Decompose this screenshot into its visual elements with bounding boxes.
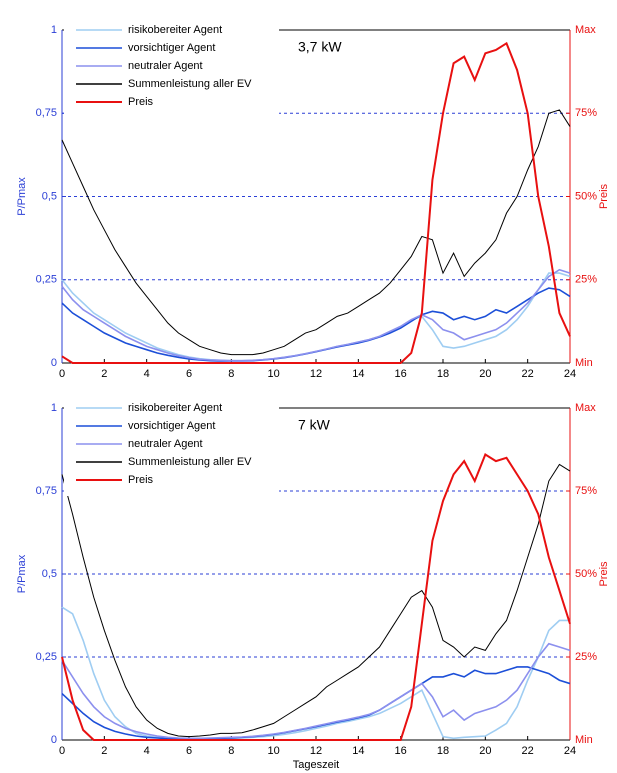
annotation: 7 kW bbox=[298, 417, 331, 433]
x-tick-label: 12 bbox=[310, 368, 322, 380]
x-tick-label: 4 bbox=[144, 745, 150, 757]
legend-label: vorsichtiger Agent bbox=[128, 42, 215, 54]
y-tick-label: 0,5 bbox=[42, 190, 57, 202]
series-line bbox=[61, 268, 571, 362]
x-tick-label: 20 bbox=[479, 368, 491, 380]
y-axis-label: P/Pmax bbox=[16, 177, 28, 216]
x-tick-label: 0 bbox=[59, 368, 65, 380]
legend-label: neutraler Agent bbox=[128, 438, 203, 450]
legend-label: risikobereiter Agent bbox=[128, 24, 222, 36]
x-tick-label: 22 bbox=[522, 368, 534, 380]
x-tick-label: 14 bbox=[352, 368, 364, 380]
legend-label: neutraler Agent bbox=[128, 60, 203, 72]
series-line bbox=[61, 606, 570, 740]
series-line bbox=[61, 109, 571, 356]
y2-axis-label: Preis bbox=[598, 183, 610, 209]
legend-label: Summenleistung aller EV bbox=[128, 456, 252, 468]
series-line bbox=[61, 463, 571, 738]
x-tick-label: 18 bbox=[437, 368, 449, 380]
legend-label: Preis bbox=[128, 474, 154, 486]
y-tick-label: 1 bbox=[51, 24, 57, 36]
x-tick-label: 2 bbox=[101, 368, 107, 380]
y-tick-label: 0 bbox=[51, 357, 57, 369]
x-tick-label: 8 bbox=[228, 368, 234, 380]
x-tick-label: 8 bbox=[228, 745, 234, 757]
x-tick-label: 22 bbox=[522, 745, 534, 757]
x-tick-label: 2 bbox=[101, 745, 107, 757]
x-tick-label: 24 bbox=[564, 745, 576, 757]
y2-tick-label: 50% bbox=[575, 190, 597, 202]
y-tick-label: 0,5 bbox=[42, 568, 57, 580]
x-tick-label: 20 bbox=[479, 745, 491, 757]
y2-axis-label: Preis bbox=[598, 561, 610, 587]
x-tick-label: 10 bbox=[268, 745, 280, 757]
x-tick-label: 4 bbox=[144, 368, 150, 380]
y2-tick-label: Min bbox=[575, 357, 593, 369]
y2-tick-label: 75% bbox=[575, 107, 597, 119]
legend-label: risikobereiter Agent bbox=[128, 402, 222, 414]
y-tick-label: 1 bbox=[51, 402, 57, 414]
series-line bbox=[61, 452, 571, 741]
y-tick-label: 0,75 bbox=[36, 485, 57, 497]
series-line bbox=[61, 41, 571, 364]
y-tick-label: 0,25 bbox=[36, 651, 57, 663]
x-tick-label: 6 bbox=[186, 368, 192, 380]
x-tick-label: 10 bbox=[268, 368, 280, 380]
x-tick-label: 14 bbox=[352, 745, 364, 757]
y2-tick-label: 50% bbox=[575, 568, 597, 580]
legend-label: vorsichtiger Agent bbox=[128, 420, 215, 432]
y-tick-label: 0 bbox=[51, 734, 57, 746]
series-line bbox=[61, 642, 571, 740]
series-line bbox=[61, 287, 571, 362]
y2-tick-label: 25% bbox=[575, 274, 597, 286]
x-tick-label: 18 bbox=[437, 745, 449, 757]
x-tick-label: 0 bbox=[59, 745, 65, 757]
legend-label: Preis bbox=[128, 96, 154, 108]
annotation: 3,7 kW bbox=[298, 39, 342, 55]
y-tick-label: 0,25 bbox=[36, 274, 57, 286]
y2-tick-label: Min bbox=[575, 734, 593, 746]
legend-label: Summenleistung aller EV bbox=[128, 78, 252, 90]
x-tick-label: 12 bbox=[310, 745, 322, 757]
y2-tick-label: 25% bbox=[575, 651, 597, 663]
y2-tick-label: 75% bbox=[575, 485, 597, 497]
y2-tick-label: Max bbox=[575, 24, 596, 36]
x-tick-label: 16 bbox=[395, 745, 407, 757]
x-tick-label: 16 bbox=[395, 368, 407, 380]
y-tick-label: 0,75 bbox=[36, 107, 57, 119]
y-axis-label: P/Pmax bbox=[16, 554, 28, 593]
x-tick-label: 24 bbox=[564, 368, 576, 380]
x-axis-label: Tageszeit bbox=[293, 759, 339, 771]
x-tick-label: 6 bbox=[186, 745, 192, 757]
y2-tick-label: Max bbox=[575, 402, 596, 414]
